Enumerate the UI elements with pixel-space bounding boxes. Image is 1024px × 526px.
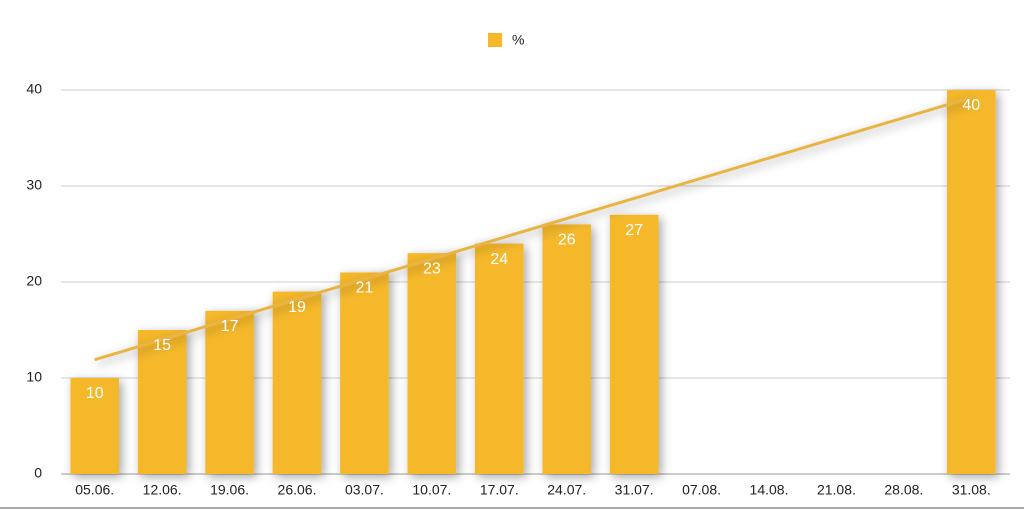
x-tick-label: 31.08. [952,482,991,498]
bar [70,378,119,474]
legend-label: % [512,32,524,48]
value-label: 10 [86,385,104,402]
bar [475,243,524,474]
y-tick-label: 20 [26,273,42,289]
bar [609,214,659,475]
value-label: 23 [423,260,441,277]
bar [340,272,389,474]
x-tick-label: 03.07. [345,482,384,498]
value-label: 24 [490,251,508,268]
x-tick-label: 24.07. [547,482,586,498]
x-tick-label: 05.06. [75,482,114,498]
x-tick-label: 19.06. [210,482,249,498]
value-label: 27 [625,222,643,239]
y-tick-label: 0 [34,465,42,481]
bar [542,224,591,474]
y-tick-label: 10 [26,369,42,385]
x-tick-label: 31.07. [615,482,654,498]
value-label: 21 [356,280,374,297]
value-label: 26 [558,232,576,249]
trendline [94,96,972,362]
x-tick-label: 26.06. [278,482,317,498]
y-tick-label: 30 [26,177,42,193]
x-tick-label: 10.07. [412,482,451,498]
x-tick-label: 07.08. [682,482,721,498]
value-label: 15 [153,337,171,354]
bar [947,90,996,474]
x-tick-label: 12.06. [143,482,182,498]
bar [137,330,187,474]
bar [205,310,254,474]
value-label: 19 [288,299,306,316]
x-tick-label: 28.08. [884,482,923,498]
x-tick-label: 14.08. [750,482,789,498]
x-tick-label: 17.07. [480,482,519,498]
legend-swatch [488,33,502,47]
x-tick-label: 21.08. [817,482,856,498]
value-label: 40 [962,97,980,114]
bar [272,291,322,474]
bar [407,253,457,474]
y-tick-label: 40 [26,81,42,97]
value-label: 17 [221,318,239,335]
